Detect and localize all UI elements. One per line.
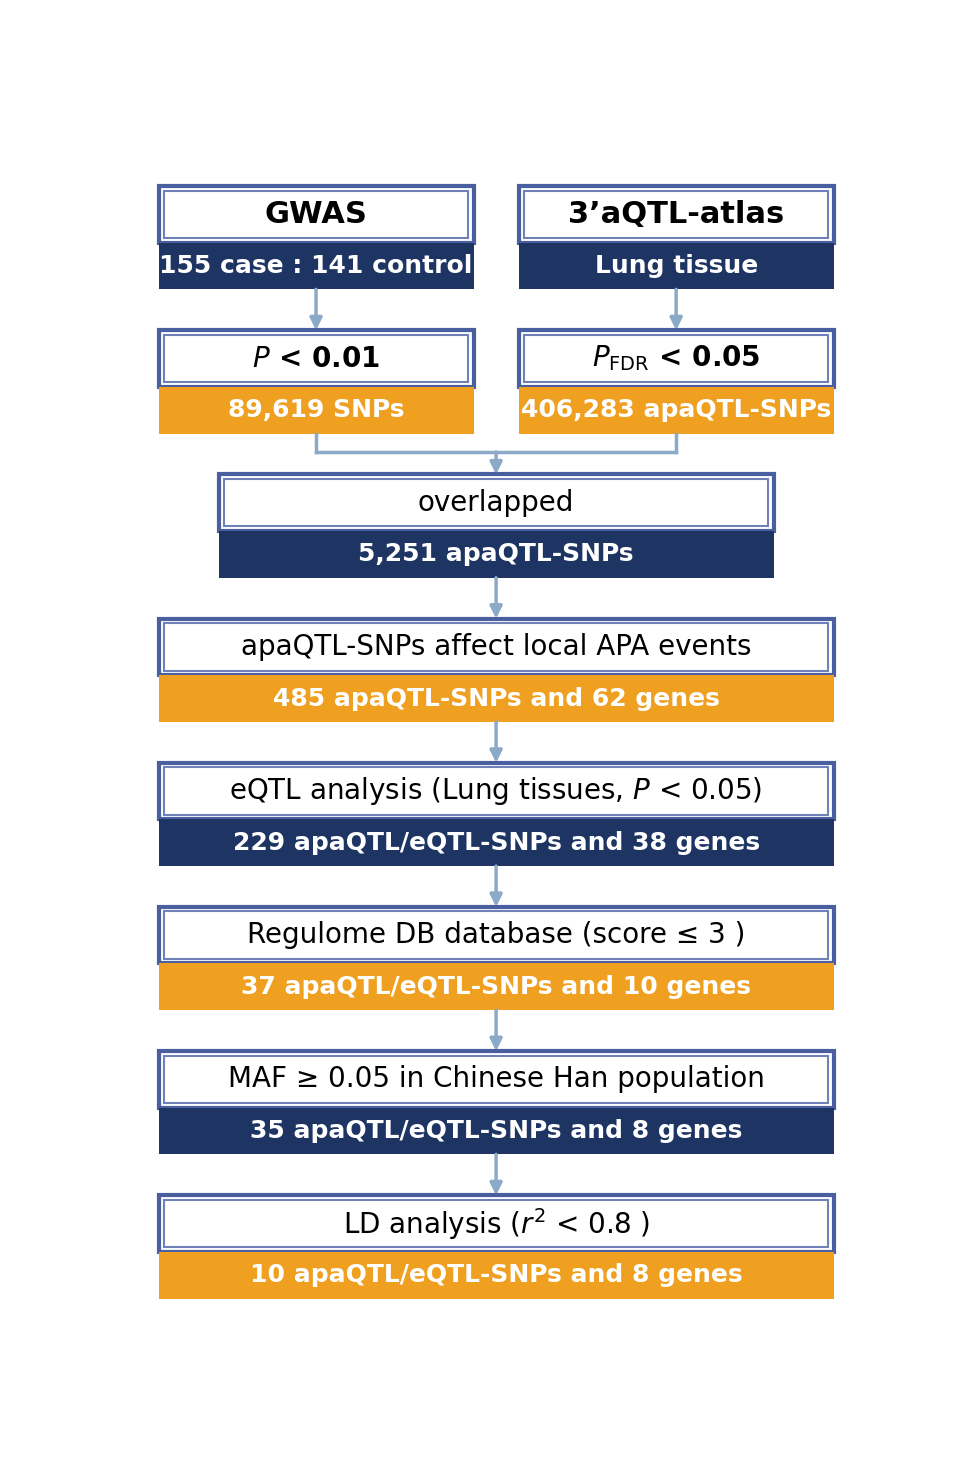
Text: overlapped: overlapped <box>418 488 574 517</box>
Text: $\mathit{P}_{\rm FDR}$ < 0.05: $\mathit{P}_{\rm FDR}$ < 0.05 <box>592 344 760 373</box>
FancyBboxPatch shape <box>159 619 833 675</box>
Bar <box>519 387 833 434</box>
FancyBboxPatch shape <box>159 907 833 963</box>
Text: apaQTL-SNPs affect local APA events: apaQTL-SNPs affect local APA events <box>241 634 751 662</box>
Text: 10 apaQTL/eQTL-SNPs and 8 genes: 10 apaQTL/eQTL-SNPs and 8 genes <box>250 1263 742 1288</box>
Bar <box>159 819 833 866</box>
Text: 37 apaQTL/eQTL-SNPs and 10 genes: 37 apaQTL/eQTL-SNPs and 10 genes <box>241 975 751 998</box>
Text: 35 apaQTL/eQTL-SNPs and 8 genes: 35 apaQTL/eQTL-SNPs and 8 genes <box>250 1119 742 1144</box>
Text: $\mathit{P}$ < 0.01: $\mathit{P}$ < 0.01 <box>252 344 380 372</box>
Bar <box>159 963 833 1010</box>
Text: 406,283 apaQTL-SNPs: 406,283 apaQTL-SNPs <box>521 398 832 422</box>
FancyBboxPatch shape <box>159 331 473 387</box>
Text: 5,251 apaQTL-SNPs: 5,251 apaQTL-SNPs <box>358 542 634 566</box>
Bar <box>159 243 473 290</box>
Bar <box>159 387 473 434</box>
Bar <box>159 1107 833 1154</box>
Text: 89,619 SNPs: 89,619 SNPs <box>227 398 405 422</box>
Text: 485 apaQTL-SNPs and 62 genes: 485 apaQTL-SNPs and 62 genes <box>273 686 719 710</box>
Text: GWAS: GWAS <box>264 200 368 229</box>
Text: 229 apaQTL/eQTL-SNPs and 38 genes: 229 apaQTL/eQTL-SNPs and 38 genes <box>232 831 760 854</box>
Bar <box>159 1252 833 1298</box>
Text: LD analysis ($r^2$ < 0.8 ): LD analysis ($r^2$ < 0.8 ) <box>343 1205 650 1242</box>
FancyBboxPatch shape <box>219 475 773 531</box>
Text: Lung tissue: Lung tissue <box>594 254 758 278</box>
FancyBboxPatch shape <box>519 187 833 243</box>
Text: MAF ≥ 0.05 in Chinese Han population: MAF ≥ 0.05 in Chinese Han population <box>227 1066 765 1094</box>
Bar <box>519 243 833 290</box>
FancyBboxPatch shape <box>159 763 833 819</box>
FancyBboxPatch shape <box>159 187 473 243</box>
Text: 3’aQTL-atlas: 3’aQTL-atlas <box>568 200 784 229</box>
Bar <box>219 531 773 578</box>
Text: eQTL analysis (Lung tissues, $\mathit{P}$ < 0.05): eQTL analysis (Lung tissues, $\mathit{P}… <box>229 775 763 807</box>
Text: Regulome DB database (score ≤ 3 ): Regulome DB database (score ≤ 3 ) <box>247 922 745 950</box>
FancyBboxPatch shape <box>159 1195 833 1252</box>
Bar <box>159 675 833 722</box>
FancyBboxPatch shape <box>159 1051 833 1107</box>
Text: 155 case : 141 control: 155 case : 141 control <box>160 254 472 278</box>
FancyBboxPatch shape <box>519 331 833 387</box>
